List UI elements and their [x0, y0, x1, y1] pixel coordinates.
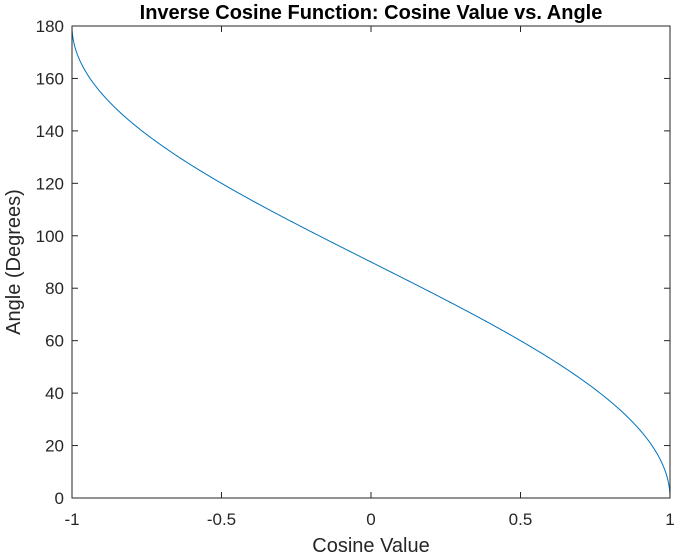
x-tick-label: -1 — [64, 510, 79, 529]
y-tick-label: 20 — [45, 437, 64, 456]
y-axis-label: Angle (Degrees) — [3, 189, 25, 335]
x-axis-ticks — [71, 26, 671, 498]
x-tick-label: -0.5 — [207, 510, 236, 529]
y-tick-label: 140 — [36, 122, 64, 141]
data-layer — [71, 25, 671, 499]
x-tick-label: 0 — [366, 510, 375, 529]
y-axis-ticks — [72, 25, 670, 499]
y-axis-tick-labels: 0 20 40 60 80 100 120 140 160 180 — [36, 17, 64, 508]
series-line-acos — [71, 25, 671, 499]
y-tick-label: 100 — [36, 227, 64, 246]
x-axis-tick-labels: -1 -0.5 0 0.5 1 — [64, 510, 674, 529]
y-tick-label: 60 — [45, 332, 64, 351]
x-axis-label: Cosine Value — [312, 535, 429, 556]
y-tick-label: 80 — [45, 279, 64, 298]
x-tick-label: 0.5 — [509, 510, 533, 529]
chart-title: Inverse Cosine Function: Cosine Value vs… — [140, 2, 603, 24]
y-tick-label: 40 — [45, 384, 64, 403]
x-tick-label: 1 — [665, 510, 674, 529]
y-tick-label: 120 — [36, 174, 64, 193]
y-tick-label: 160 — [36, 69, 64, 88]
y-tick-label: 0 — [55, 489, 64, 508]
y-tick-label: 180 — [36, 17, 64, 36]
